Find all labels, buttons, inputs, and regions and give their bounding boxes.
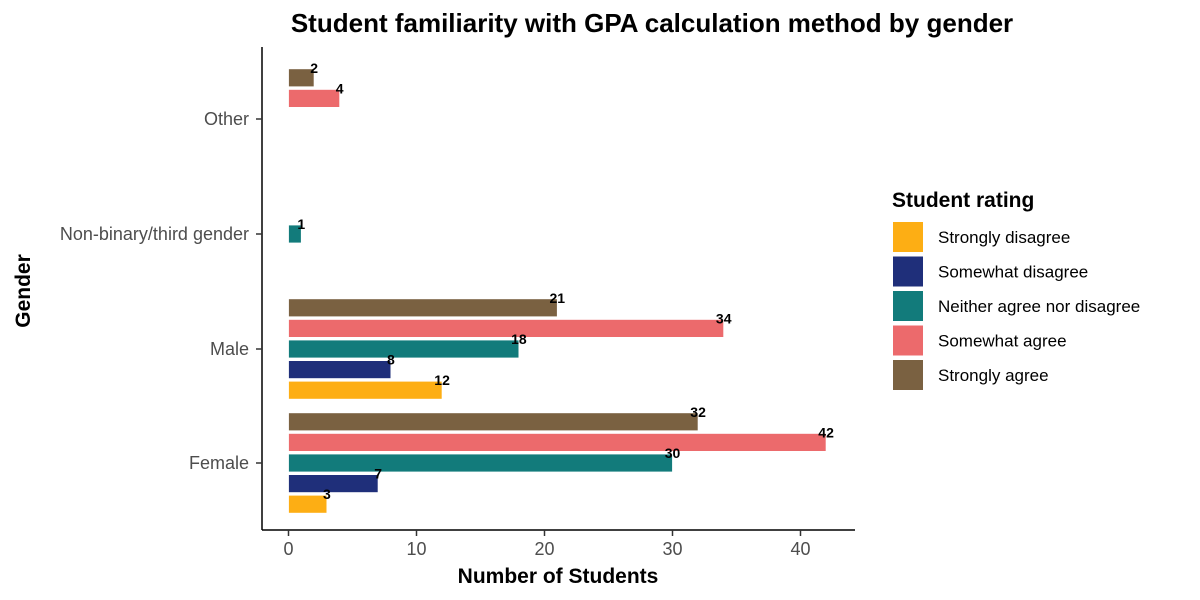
legend-swatch-somewhat-agree (893, 325, 923, 356)
bar-male-strongly-agree (288, 298, 558, 318)
legend-items: Strongly disagree Somewhat disagree Neithe… (893, 222, 1140, 390)
bar-female-strongly-disagree (288, 494, 328, 514)
data-label-female-somewhat-disagree: 7 (374, 466, 382, 482)
y-tick-label-female: Female (189, 453, 249, 473)
bar-female-somewhat-agree (288, 432, 827, 452)
data-label-other-strongly-agree: 2 (310, 60, 318, 76)
x-axis-ticks: 0 10 20 30 40 (283, 530, 811, 559)
x-tick-label-30: 30 (662, 539, 682, 559)
x-tick-label-40: 40 (790, 539, 810, 559)
legend-title: Student rating (892, 189, 1034, 212)
legend-item-strongly-disagree: Strongly disagree (893, 222, 1070, 252)
x-tick-label-0: 0 (283, 539, 293, 559)
y-tick-label-non-binary-third-gender: Non-binary/third gender (60, 224, 249, 244)
bar-male-somewhat-agree (288, 318, 725, 338)
legend-item-somewhat-disagree: Somewhat disagree (893, 256, 1088, 287)
data-label-male-neither-agree-nor-disagree: 18 (511, 331, 527, 347)
legend-swatch-strongly-disagree (893, 222, 923, 252)
bar-female-neither-agree-nor-disagree (288, 453, 673, 473)
bar-male-neither-agree-nor-disagree (288, 339, 520, 359)
bar-male-somewhat-disagree (288, 360, 392, 380)
bar-other-strongly-agree (288, 68, 315, 88)
chart-title: Student familiarity with GPA calculation… (291, 8, 1013, 38)
legend: Student rating Strongly disagree Somewhat… (892, 189, 1140, 390)
legend-item-neither-agree-nor-disagree: Neither agree nor disagree (893, 291, 1140, 321)
bar-female-strongly-agree (288, 412, 699, 432)
legend-label-strongly-disagree: Strongly disagree (938, 228, 1070, 247)
legend-swatch-neither-agree-nor-disagree (893, 291, 923, 321)
bar-non-binary-third-gender-neither-agree-nor-disagree (288, 224, 302, 244)
y-tick-label-male: Male (210, 339, 249, 359)
bar-male-strongly-disagree (288, 380, 443, 400)
x-axis-title: Number of Students (458, 565, 659, 588)
legend-item-strongly-agree: Strongly agree (893, 360, 1049, 390)
data-label-male-strongly-agree: 21 (550, 290, 566, 306)
legend-label-strongly-agree: Strongly agree (938, 366, 1049, 385)
legend-swatch-strongly-agree (893, 360, 923, 390)
data-label-female-somewhat-agree: 42 (818, 424, 834, 440)
data-label-male-strongly-disagree: 12 (434, 372, 450, 388)
bar-other-somewhat-agree (288, 89, 341, 108)
data-label-female-strongly-agree: 32 (690, 404, 706, 420)
legend-item-somewhat-agree: Somewhat agree (893, 325, 1067, 356)
data-label-female-neither-agree-nor-disagree: 30 (665, 445, 681, 461)
bar-female-somewhat-disagree (288, 474, 379, 494)
x-tick-label-10: 10 (406, 539, 426, 559)
y-tick-label-other: Other (204, 109, 249, 129)
bars (288, 68, 827, 514)
x-tick-label-20: 20 (534, 539, 554, 559)
y-axis-title: Gender (12, 254, 35, 328)
data-label-non-binary-third-gender-neither-agree-nor-disagree: 1 (297, 216, 305, 232)
legend-swatch-somewhat-disagree (893, 256, 923, 287)
data-label-female-strongly-disagree: 3 (323, 486, 331, 502)
data-label-male-somewhat-disagree: 8 (387, 352, 395, 368)
legend-label-somewhat-disagree: Somewhat disagree (938, 263, 1088, 282)
legend-label-neither-agree-nor-disagree: Neither agree nor disagree (938, 297, 1140, 316)
data-label-other-somewhat-agree: 4 (336, 80, 344, 96)
data-label-male-somewhat-agree: 34 (716, 310, 732, 326)
legend-label-somewhat-agree: Somewhat agree (938, 332, 1067, 351)
y-axis-ticks: Female Male Non-binary/third gender Other (60, 109, 262, 473)
